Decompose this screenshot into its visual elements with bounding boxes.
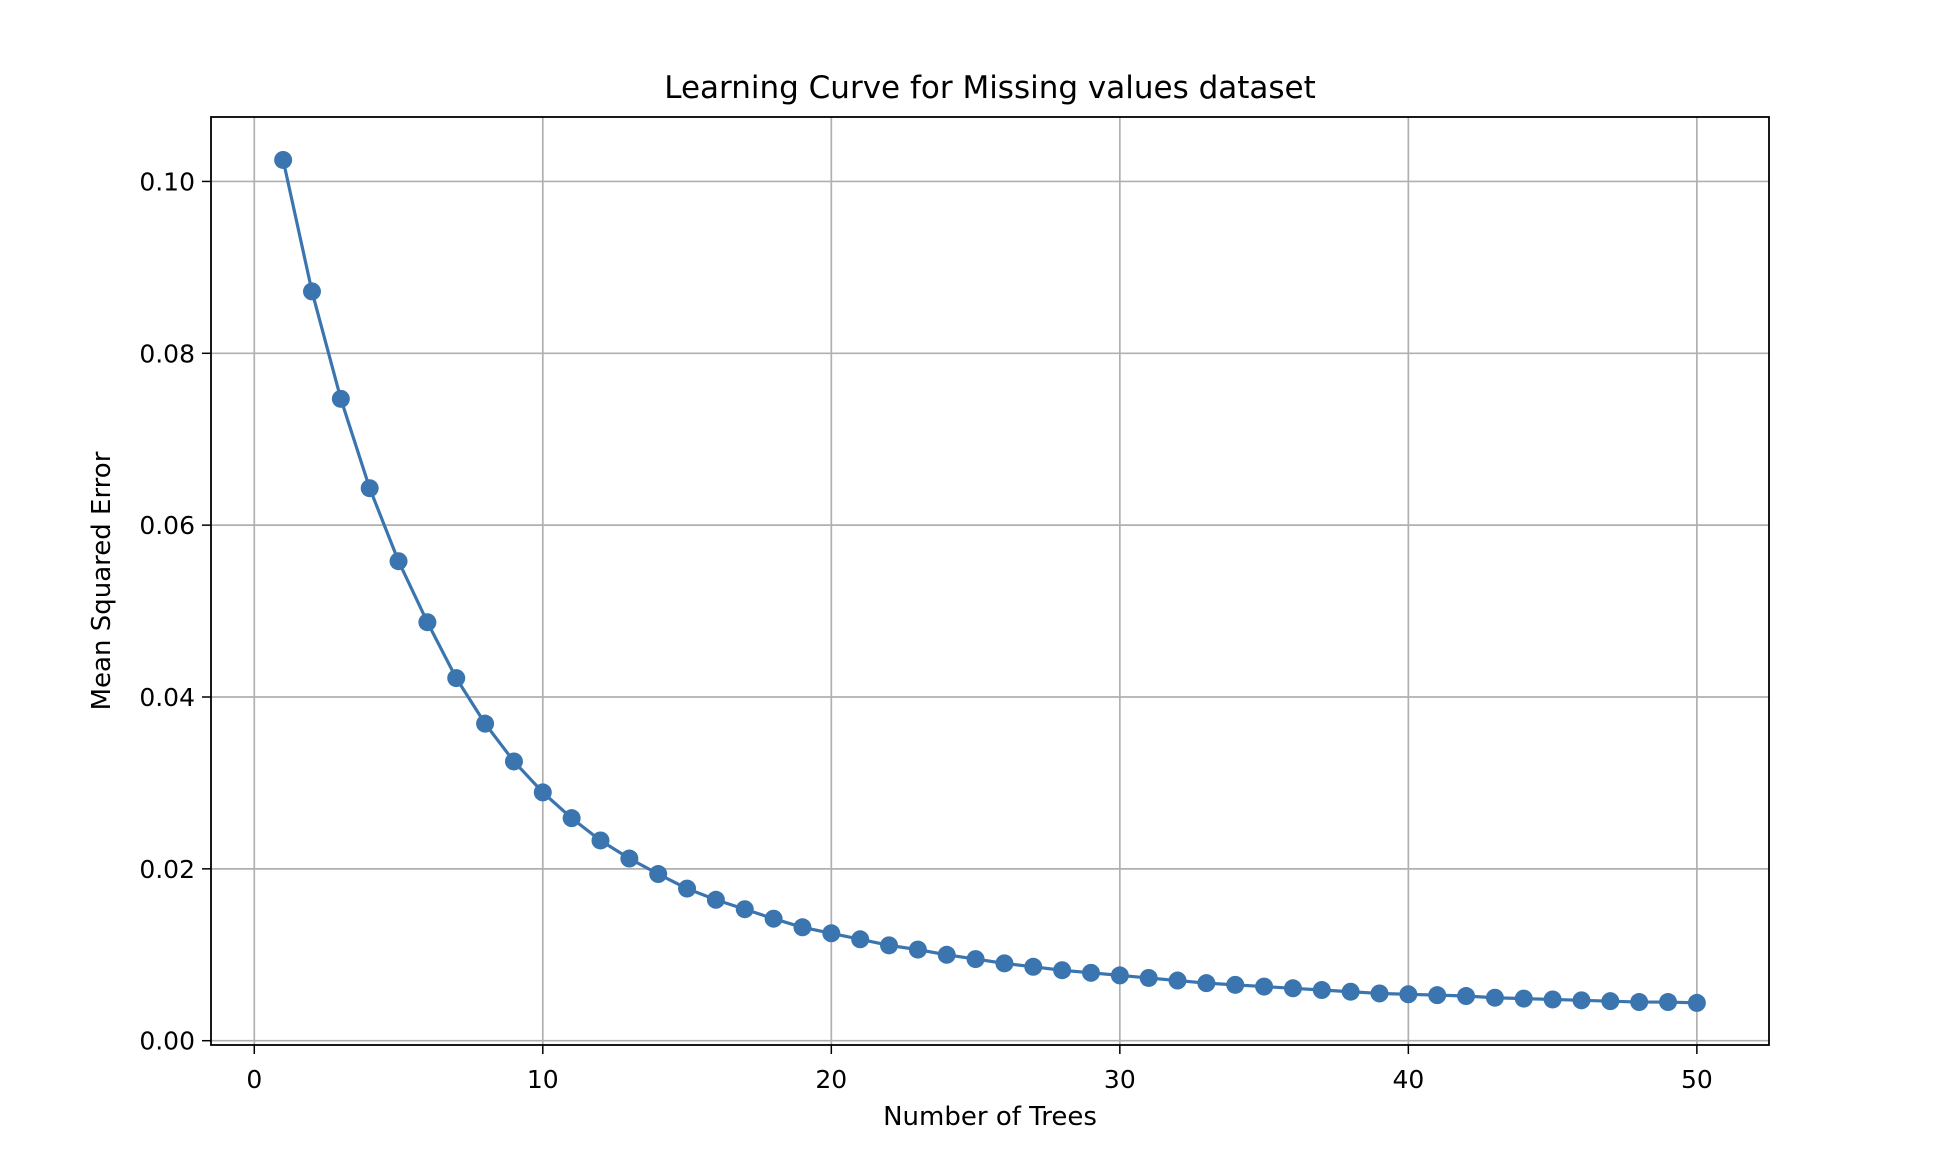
y-tick-label: 0.06	[139, 511, 195, 540]
data-point	[1601, 992, 1620, 1011]
data-point	[389, 552, 408, 571]
data-series	[274, 150, 1706, 1012]
data-point	[504, 752, 523, 771]
data-point	[1428, 986, 1447, 1005]
data-point	[1110, 966, 1129, 985]
data-point	[1543, 990, 1562, 1009]
data-point	[620, 849, 639, 868]
data-point	[822, 924, 841, 943]
data-point	[1630, 993, 1649, 1012]
grid	[211, 117, 1769, 1045]
data-point	[1255, 977, 1274, 996]
y-tick-label: 0.10	[139, 167, 195, 196]
data-point	[1687, 993, 1706, 1012]
data-point	[1139, 968, 1158, 987]
data-point	[706, 890, 725, 909]
chart-title: Learning Curve for Missing values datase…	[664, 70, 1316, 106]
y-axis-title: Mean Squared Error	[87, 451, 117, 710]
data-point	[1197, 974, 1216, 993]
data-point	[966, 950, 985, 969]
data-point	[1053, 961, 1072, 980]
y-tick-label: 0.08	[139, 339, 195, 368]
x-tick-label: 50	[1681, 1065, 1713, 1094]
data-point	[418, 613, 437, 632]
data-point	[360, 479, 379, 498]
x-tick-label: 30	[1104, 1065, 1136, 1094]
data-point	[476, 714, 495, 733]
axis-ticks: 0 10 20 30 40 50 0.00 0.02 0.04 0.06 0.08 0.10	[139, 167, 1712, 1094]
data-point	[1399, 985, 1418, 1004]
data-point	[678, 879, 697, 898]
data-point	[1370, 984, 1389, 1003]
y-tick-label: 0.02	[139, 855, 195, 884]
data-point	[1024, 957, 1043, 976]
y-tick-label: 0.00	[139, 1027, 195, 1056]
x-axis-title: Number of Trees	[883, 1102, 1097, 1132]
x-tick-label: 10	[527, 1065, 559, 1094]
data-point	[562, 809, 581, 828]
data-point	[302, 282, 321, 301]
data-point	[1341, 982, 1360, 1001]
data-point	[1081, 963, 1100, 982]
data-point	[793, 918, 812, 937]
data-point	[1283, 979, 1302, 998]
data-point	[880, 936, 899, 955]
data-point	[1457, 987, 1476, 1006]
data-point	[1168, 971, 1187, 990]
data-point	[649, 865, 668, 884]
x-tick-label: 40	[1392, 1065, 1424, 1094]
data-point	[937, 945, 956, 964]
x-tick-label: 20	[815, 1065, 847, 1094]
data-point	[908, 940, 927, 959]
y-tick-label: 0.04	[139, 683, 195, 712]
x-tick-label: 0	[246, 1065, 262, 1094]
data-point	[591, 831, 610, 850]
data-point	[331, 389, 350, 408]
data-point	[447, 669, 466, 688]
data-point	[764, 909, 783, 928]
data-point	[1659, 993, 1678, 1012]
data-point	[1572, 991, 1591, 1010]
plot-frame	[210, 116, 1770, 1046]
data-point	[1514, 989, 1533, 1008]
data-point	[1485, 988, 1504, 1007]
data-point	[851, 930, 870, 949]
data-point	[1226, 975, 1245, 994]
data-point	[735, 900, 754, 919]
data-point	[1312, 981, 1331, 1000]
data-point	[995, 954, 1014, 973]
data-point	[274, 150, 293, 169]
data-point	[533, 783, 552, 802]
